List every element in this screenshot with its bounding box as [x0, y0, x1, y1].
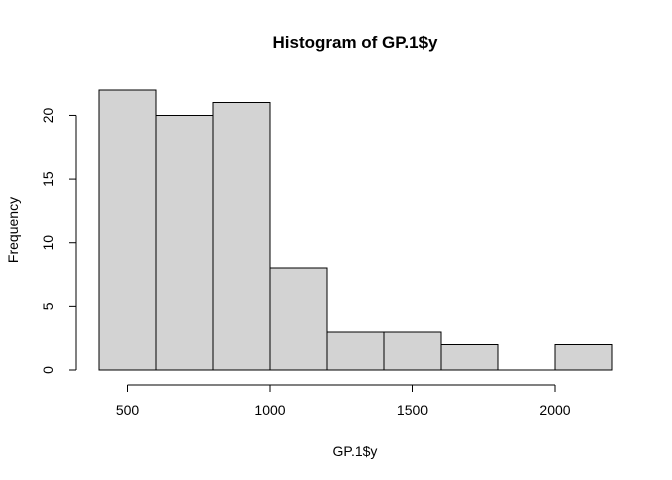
- y-tick-label: 0: [40, 366, 56, 374]
- histogram-bar-1: [155, 114, 214, 371]
- bars-group: [98, 89, 613, 371]
- histogram-bar-2: [212, 102, 271, 371]
- histogram-bar-8: [554, 344, 613, 371]
- x-axis: 500 1000 1500 2000: [116, 384, 571, 418]
- x-axis-label: GP.1$y: [333, 443, 378, 459]
- histogram-bar-0: [98, 89, 157, 371]
- y-tick-label: 15: [40, 171, 56, 187]
- y-axis: 0 5 10 15 20: [40, 107, 77, 374]
- histogram-bar-5: [383, 331, 442, 371]
- y-tick-label: 10: [40, 235, 56, 251]
- x-tick-label: 500: [116, 402, 140, 418]
- chart-title: Histogram of GP.1$y: [272, 33, 438, 52]
- histogram-bar-3: [269, 267, 328, 371]
- x-tick-label: 2000: [539, 402, 570, 418]
- y-tick-label: 5: [40, 302, 56, 310]
- y-axis-label: Frequency: [5, 197, 21, 263]
- x-tick-label: 1500: [397, 402, 428, 418]
- histogram-bar-4: [326, 331, 385, 371]
- histogram-bar-6: [440, 344, 499, 371]
- x-tick-label: 1000: [254, 402, 285, 418]
- y-tick-label: 20: [40, 107, 56, 123]
